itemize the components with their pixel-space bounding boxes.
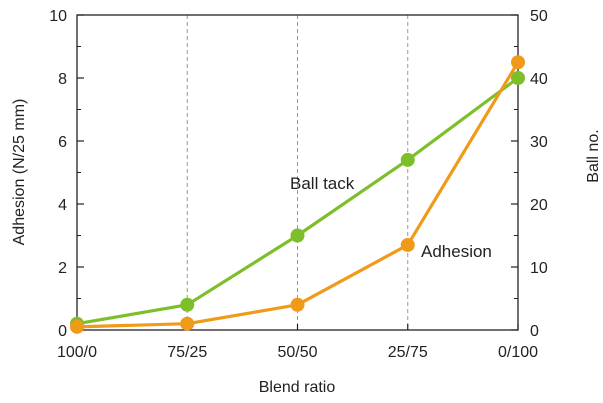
x-tick-label: 100/0	[57, 344, 97, 361]
axes: 0 2 4 6 8 10 0 10 20 30 40 50 100/0 75/25 50/50 25/75 0/…	[49, 8, 548, 361]
x-tick-label: 25/75	[388, 344, 428, 361]
adhesion-point	[70, 319, 84, 334]
y-left-tick-label: 2	[58, 260, 67, 277]
y-right-tick-label: 0	[530, 323, 539, 340]
y-right-tick-label: 40	[530, 71, 548, 88]
y-left-tick-label: 4	[58, 197, 67, 214]
y-left-tick-label: 10	[49, 8, 67, 25]
y-axis-left-title: Adhesion (N/25 mm)	[11, 99, 28, 246]
ball-tack-point	[290, 228, 305, 243]
y-left-tick-label: 6	[58, 134, 67, 151]
y-right-tick-label: 30	[530, 134, 548, 151]
labels: Ball tack Adhesion	[290, 174, 492, 261]
adhesion-point	[400, 237, 415, 252]
y-right-tick-label: 20	[530, 197, 548, 214]
y-left-tick-label: 8	[58, 71, 67, 88]
adhesion-point	[180, 316, 195, 331]
ball-tack-point	[511, 71, 525, 85]
x-axis-title: Blend ratio	[259, 379, 336, 396]
series-group	[70, 55, 525, 334]
x-tick-label: 0/100	[498, 344, 538, 361]
y-axis-right-title: Ball no.	[585, 129, 602, 182]
ball-tack-point	[400, 152, 415, 167]
adhesion-label: Adhesion	[421, 242, 492, 261]
y-right-tick-label: 10	[530, 260, 548, 277]
x-tick-label: 75/25	[167, 344, 207, 361]
y-left-tick-label: 0	[58, 323, 67, 340]
x-tick-label: 50/50	[277, 344, 317, 361]
adhesion-point	[511, 55, 525, 70]
ball-tack-point	[180, 297, 195, 312]
ball-tack-label: Ball tack	[290, 174, 355, 193]
y-right-tick-label: 50	[530, 8, 548, 25]
grid	[186, 15, 409, 330]
adhesion-point	[290, 297, 305, 312]
